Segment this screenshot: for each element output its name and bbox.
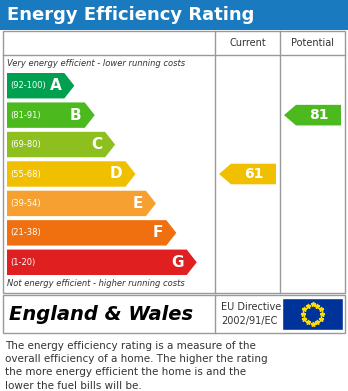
Text: Potential: Potential	[291, 38, 334, 48]
Text: England & Wales: England & Wales	[9, 305, 193, 323]
Text: 61: 61	[244, 167, 263, 181]
Text: Very energy efficient - lower running costs: Very energy efficient - lower running co…	[7, 59, 185, 68]
Text: Current: Current	[229, 38, 266, 48]
Polygon shape	[7, 73, 74, 99]
Text: (92-100): (92-100)	[10, 81, 46, 90]
Text: F: F	[153, 225, 163, 240]
Text: (21-38): (21-38)	[10, 228, 41, 237]
Polygon shape	[7, 161, 135, 187]
Bar	[0, 0, 348, 30]
Bar	[3, 295, 345, 333]
Polygon shape	[7, 191, 156, 216]
Text: C: C	[91, 137, 102, 152]
Text: B: B	[70, 108, 82, 123]
Text: (81-91): (81-91)	[10, 111, 41, 120]
Bar	[282, 298, 343, 330]
Text: EU Directive: EU Directive	[221, 302, 281, 312]
Text: (1-20): (1-20)	[10, 258, 35, 267]
Polygon shape	[7, 132, 115, 157]
Text: (69-80): (69-80)	[10, 140, 41, 149]
Text: E: E	[133, 196, 143, 211]
Bar	[3, 31, 345, 293]
Text: The energy efficiency rating is a measure of the
overall efficiency of a home. T: The energy efficiency rating is a measur…	[5, 341, 268, 391]
Polygon shape	[284, 105, 341, 126]
Text: 81: 81	[309, 108, 328, 122]
Text: (55-68): (55-68)	[10, 170, 41, 179]
Text: A: A	[49, 78, 61, 93]
Text: G: G	[171, 255, 184, 270]
Text: (39-54): (39-54)	[10, 199, 41, 208]
Text: Energy Efficiency Rating: Energy Efficiency Rating	[7, 6, 254, 24]
Text: D: D	[110, 167, 122, 181]
Text: 2002/91/EC: 2002/91/EC	[221, 316, 277, 326]
Polygon shape	[7, 249, 197, 275]
Text: Not energy efficient - higher running costs: Not energy efficient - higher running co…	[7, 280, 185, 289]
Polygon shape	[7, 102, 95, 128]
Polygon shape	[7, 220, 176, 246]
Polygon shape	[219, 164, 276, 184]
